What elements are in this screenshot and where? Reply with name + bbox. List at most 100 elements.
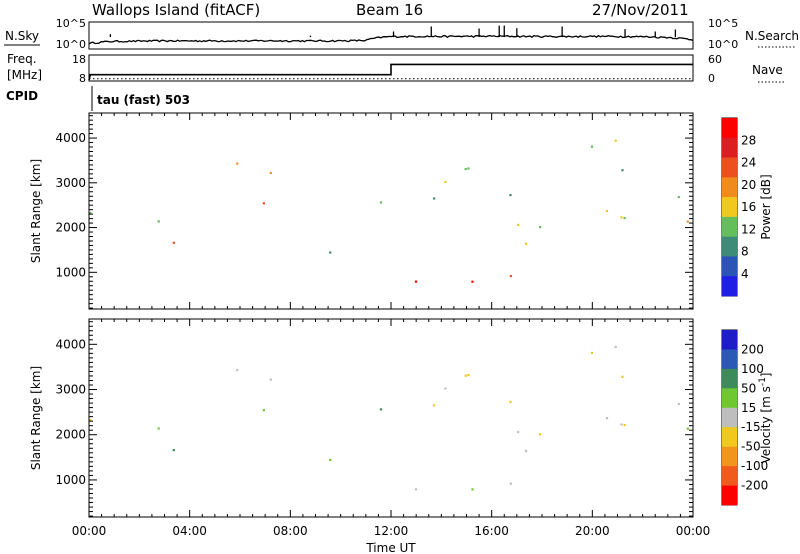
y-tick-label: 4000 xyxy=(55,337,86,351)
echo-cell xyxy=(677,402,680,406)
echo-cell xyxy=(89,419,92,422)
echo-cell xyxy=(623,217,626,220)
nave-tick-low: 0 xyxy=(708,72,715,85)
time-axis-label: Time UT xyxy=(365,541,416,554)
echo-cell xyxy=(590,351,594,354)
echo-cell xyxy=(517,431,520,434)
power-colorbar-segment xyxy=(722,256,737,277)
echo-cell xyxy=(686,427,689,430)
echo-cell xyxy=(614,345,617,348)
power-ylabel: Slant Range [km] xyxy=(29,159,43,263)
frequency-series xyxy=(88,63,693,81)
nsky-tick-high: 10^5 xyxy=(56,17,86,30)
power-colorbar-tick: 28 xyxy=(741,133,756,147)
power-colorbar-segment xyxy=(722,216,737,237)
echo-cell xyxy=(172,241,175,244)
freq-tick-low: 8 xyxy=(79,72,86,85)
velocity-colorbar-segment xyxy=(722,388,737,409)
power-colorbar-segment xyxy=(722,157,737,178)
velocity-colorbar-tick: -200 xyxy=(741,479,768,493)
freq-tick-high: 18 xyxy=(72,53,86,66)
velocity-colorbar-segment xyxy=(722,368,737,389)
y-tick-label: 2000 xyxy=(55,221,86,235)
power-colorbar-tick: 24 xyxy=(741,156,756,170)
echo-cell xyxy=(605,417,609,420)
x-tick-label: 12:00 xyxy=(374,524,409,538)
velocity-colorbar-tick: 200 xyxy=(741,342,764,356)
echo-cell xyxy=(677,196,680,199)
power-colorbar-segment xyxy=(722,177,737,198)
y-tick-label: 4000 xyxy=(55,131,86,145)
velocity-colorbar-tick: -15 xyxy=(741,420,761,434)
echo-cell xyxy=(329,458,332,461)
x-tick-label: 08:00 xyxy=(273,524,308,538)
frequency-frame xyxy=(88,54,694,82)
echo-cell xyxy=(620,423,623,426)
nsearch-tick-low: 10^0 xyxy=(708,38,738,51)
y-tick-label: 1000 xyxy=(55,265,86,279)
echo-cell xyxy=(509,400,512,403)
power-colorbar-segment xyxy=(722,197,737,218)
echo-cell xyxy=(157,427,160,430)
sky-noise-line xyxy=(88,34,694,45)
velocity-colorbar-segment xyxy=(722,466,737,486)
echo-cell xyxy=(262,202,265,205)
frequency-line xyxy=(88,63,693,81)
cpid-label: CPID xyxy=(6,89,38,103)
power-colorbar-label: Power [dB] xyxy=(759,174,773,239)
velocity-colorbar-tick: -100 xyxy=(741,459,768,473)
echo-cell xyxy=(444,387,447,390)
frequency-panel: Freq. [MHz] 18 8 60 0 Nave xyxy=(7,52,785,85)
velocity-frame xyxy=(88,318,694,518)
x-tick-label: 00:00 xyxy=(676,524,711,538)
x-tick-label: 16:00 xyxy=(474,524,509,538)
echo-cell xyxy=(621,375,624,378)
cpid-value: tau (fast) 503 xyxy=(97,93,190,107)
velocity-panel: 1000 2000 3000 4000 00:00 04:00 08:00 12:00 16:0… xyxy=(29,318,773,554)
echo-cell xyxy=(525,449,528,453)
echo-cell xyxy=(433,404,436,407)
freq-unit: [MHz] xyxy=(7,68,42,82)
echo-cell xyxy=(620,216,623,219)
nsearch-tick-high: 10^5 xyxy=(708,17,738,30)
nsearch-label: N.Search xyxy=(745,29,799,43)
velocity-axis: 1000 2000 3000 4000 00:00 04:00 08:00 12:00 16:0… xyxy=(55,319,710,538)
power-panel: 1000 2000 3000 4000 Slant Range [km] 4 8 12 16… xyxy=(29,112,773,310)
power-colorbar-segment xyxy=(722,137,737,158)
echo-cell xyxy=(444,180,447,183)
velocity-echoes xyxy=(89,345,689,491)
velocity-unit-bracket: ] xyxy=(759,373,773,378)
y-tick-label: 3000 xyxy=(55,383,86,397)
echo-cell xyxy=(236,162,239,165)
x-tick-label: 04:00 xyxy=(172,524,207,538)
noise-frame xyxy=(88,21,694,50)
echo-cell xyxy=(471,280,474,283)
noise-series xyxy=(88,25,694,45)
echo-cell xyxy=(471,488,474,491)
echo-cell xyxy=(509,482,512,485)
echo-cell xyxy=(509,275,512,278)
noise-panel: N.Sky 10^5 10^0 10^5 10^0 N.Search xyxy=(4,17,799,51)
power-colorbar: 4 8 12 16 20 24 28 xyxy=(722,118,756,297)
power-axis: 1000 2000 3000 4000 xyxy=(55,113,694,309)
echo-cell xyxy=(539,226,542,229)
velocity-colorbar-segment xyxy=(722,446,737,467)
echo-cell xyxy=(539,433,542,436)
power-colorbar-tick: 16 xyxy=(741,200,756,214)
echo-cell xyxy=(605,210,609,213)
echo-cell xyxy=(269,378,272,381)
velocity-colorbar-tick: 50 xyxy=(741,381,756,395)
echo-cell xyxy=(621,169,624,172)
y-tick-label: 1000 xyxy=(55,473,86,487)
echo-cell xyxy=(509,194,512,197)
echo-cell xyxy=(525,242,528,245)
echo-cell xyxy=(172,449,175,452)
nsky-label: N.Sky xyxy=(5,29,39,43)
velocity-colorbar-segment xyxy=(722,349,737,370)
power-colorbar-segment xyxy=(722,276,737,297)
date-label: 27/Nov/2011 xyxy=(592,1,689,19)
velocity-ylabel: Slant Range [km] xyxy=(29,366,43,470)
velocity-colorbar: 200 100 50 15 -15 -50 -100 -200 xyxy=(722,330,768,506)
y-tick-label: 2000 xyxy=(55,428,86,442)
